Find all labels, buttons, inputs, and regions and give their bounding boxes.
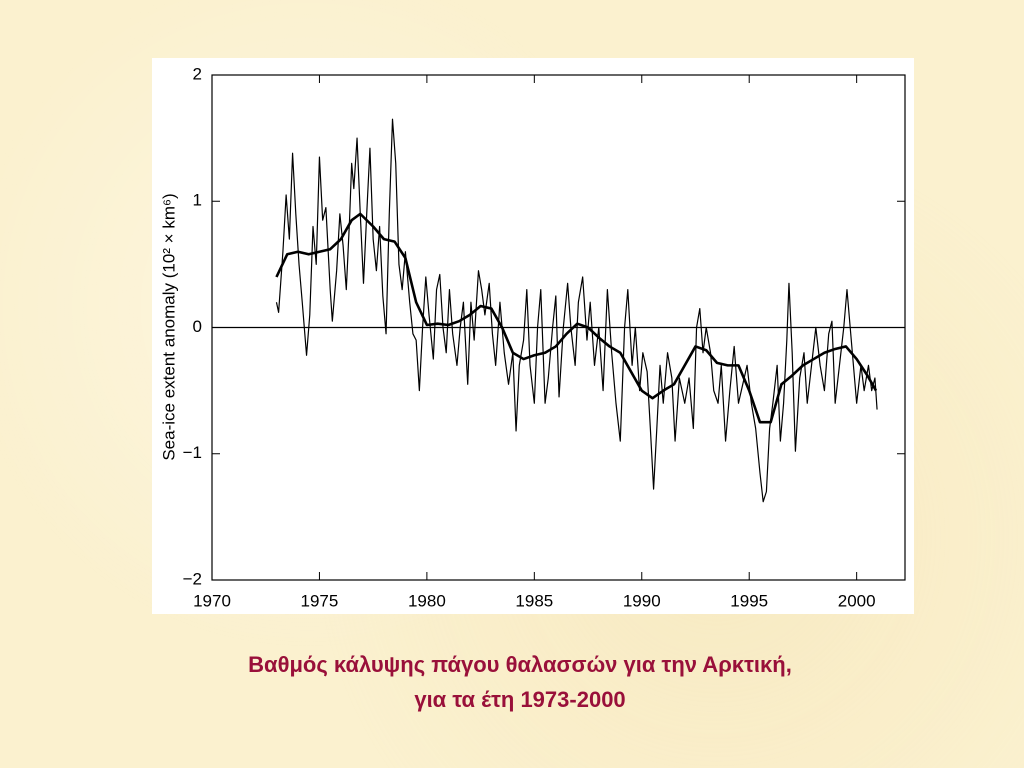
y-tick-label: −2: [183, 569, 202, 588]
x-tick-label: 1985: [515, 591, 553, 610]
x-tick-label: 1990: [623, 591, 661, 610]
x-tick-label: 1995: [730, 591, 768, 610]
y-axis-label: Sea-ice extent anomaly (10² × km⁶): [159, 193, 178, 460]
y-tick-label: 0: [193, 317, 202, 336]
y-tick-label: 1: [193, 191, 202, 210]
series-line: [275, 118, 878, 503]
caption-line: Βαθμός κάλυψης πάγου θαλασσών για την Αρ…: [248, 652, 792, 677]
y-tick-label: −1: [183, 443, 202, 462]
series-line: [275, 212, 878, 424]
x-tick-label: 1980: [408, 591, 446, 610]
x-tick-label: 2000: [838, 591, 876, 610]
chart-panel: [152, 58, 914, 614]
x-tick-label: 1970: [193, 591, 231, 610]
x-tick-label: 1975: [301, 591, 339, 610]
caption-line: για τα έτη 1973-2000: [414, 687, 625, 712]
y-tick-label: 2: [193, 64, 202, 83]
